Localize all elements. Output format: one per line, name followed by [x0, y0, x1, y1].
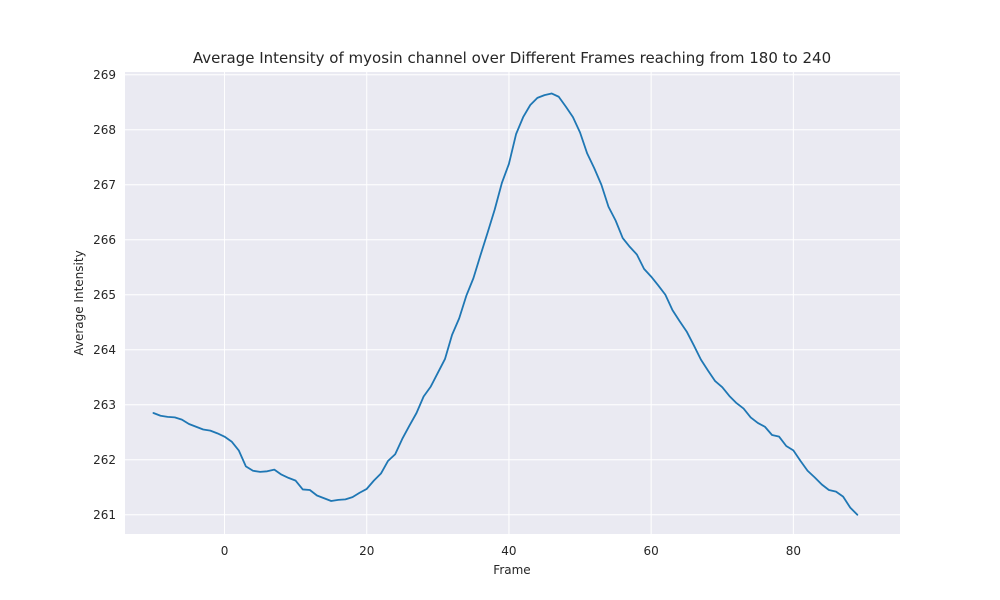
x-tick-label: 60 [644, 544, 659, 558]
grid [125, 72, 900, 534]
x-axis-ticks: 0 20 40 60 80 [221, 544, 801, 558]
plot-background [125, 72, 900, 534]
x-tick-label: 20 [359, 544, 374, 558]
y-tick-label: 268 [93, 123, 116, 137]
x-tick-label: 40 [501, 544, 516, 558]
y-tick-label: 269 [93, 68, 116, 82]
y-tick-label: 264 [93, 343, 116, 357]
y-tick-label: 261 [93, 508, 116, 522]
y-tick-label: 266 [93, 233, 116, 247]
series-line [152, 92, 859, 516]
x-axis-label: Frame [493, 563, 530, 577]
y-tick-label: 267 [93, 178, 116, 192]
y-tick-label: 262 [93, 453, 116, 467]
chart-title: Average Intensity of myosin channel over… [193, 49, 831, 67]
y-axis-label: Average Intensity [72, 250, 86, 355]
y-tick-label: 265 [93, 288, 116, 302]
x-tick-label: 0 [221, 544, 229, 558]
x-tick-label: 80 [786, 544, 801, 558]
y-axis-ticks: 261 262 263 264 265 266 267 268 269 [93, 68, 116, 522]
y-tick-label: 263 [93, 398, 116, 412]
